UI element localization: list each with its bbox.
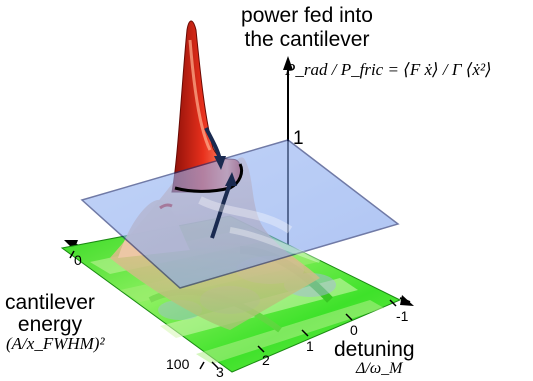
- detuning-axis-formula: Δ/ω_M: [356, 360, 403, 377]
- hysteresis-arrows: [204, 127, 237, 239]
- energy-axis-title-line2: energy: [17, 313, 83, 336]
- z-axis-formula: P_rad / P_fric = ⟨F ẋ⟩ / Γ ⟨ẋ²⟩: [285, 60, 492, 79]
- energy-axis-title-line1: cantilever: [5, 291, 95, 314]
- detuning-tick-2: 2: [262, 352, 270, 368]
- detuning-axis-title: detuning: [334, 338, 415, 361]
- detuning-axis: [399, 295, 414, 306]
- energy-axis-title: cantilever energy: [2, 292, 98, 336]
- energy-tick-end: 100: [166, 356, 190, 372]
- energy-axis-ticks: [69, 250, 205, 370]
- surface-underside: [198, 196, 321, 263]
- z-axis-title-line1: power fed into: [241, 4, 373, 27]
- peak-highlight: [188, 39, 212, 151]
- detuning-tick-3: 3: [216, 364, 224, 380]
- z-axis-title-line2: the cantilever: [244, 28, 370, 51]
- energy-tick-start: 0: [74, 252, 82, 268]
- detuning-tick-minus1: -1: [396, 308, 409, 324]
- plane-value-label: 1: [293, 128, 304, 149]
- z-axis-title: power fed into the cantilever: [222, 4, 392, 52]
- detuning-tick-1: 1: [306, 338, 314, 354]
- detuning-axis-ticks: [211, 299, 397, 369]
- detuning-tick-0: 0: [350, 322, 358, 338]
- energy-axis-formula: (A/x_FWHM)²: [6, 334, 105, 353]
